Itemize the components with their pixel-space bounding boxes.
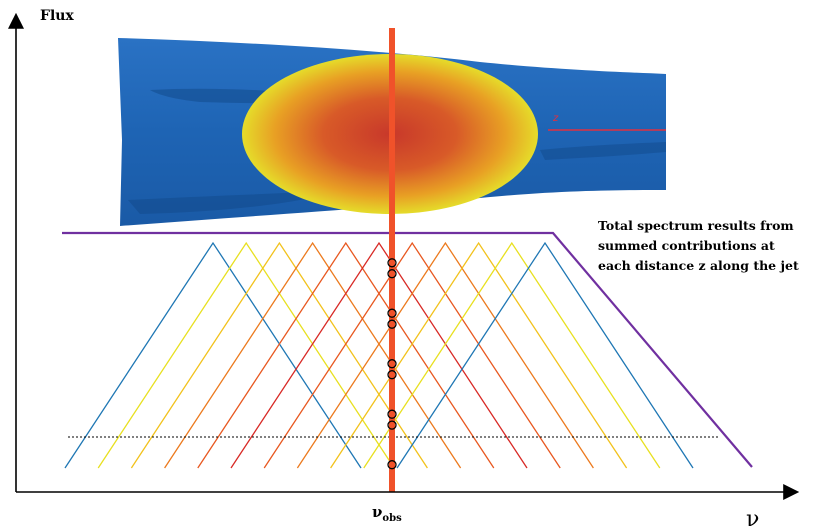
component-spectrum: [64, 241, 362, 469]
component-spectrum: [296, 241, 594, 469]
nu-obs-label: νobs: [372, 503, 402, 524]
total-spectrum-line: [62, 231, 753, 468]
annotation: Total spectrum results from summed contr…: [598, 218, 799, 273]
x-axis-label: ν: [746, 507, 759, 529]
intersection-marker: [387, 359, 397, 369]
component-spectrum: [130, 241, 428, 469]
y-axis-label: Flux: [40, 8, 74, 24]
component-spectrum: [263, 241, 561, 469]
nu-obs-subscript: obs: [382, 513, 402, 524]
intersection-markers: [387, 258, 397, 470]
intersection-marker: [387, 308, 397, 318]
intersection-marker: [387, 319, 397, 329]
intersection-marker: [387, 409, 397, 419]
intersection-marker: [387, 269, 397, 279]
component-spectrum: [197, 241, 495, 469]
jet-z-label: z: [552, 113, 559, 124]
component-spectrum: [363, 241, 661, 469]
annotation-line-3: each distance z along the jet: [598, 258, 799, 273]
axes: Flux ν: [8, 8, 800, 529]
jet-filament-lower: [128, 190, 340, 214]
component-spectrum: [330, 241, 628, 469]
component-spectrum: [164, 241, 462, 469]
component-spectra: [64, 241, 694, 469]
intersection-marker: [387, 420, 397, 430]
intersection-marker: [387, 370, 397, 380]
component-spectrum: [230, 241, 528, 469]
intersection-marker: [387, 258, 397, 268]
intersection-marker: [387, 460, 397, 470]
component-spectrum: [396, 241, 694, 469]
annotation-line-1: Total spectrum results from: [598, 218, 794, 233]
component-spectrum: [97, 241, 395, 469]
jet-filament-right: [540, 142, 666, 160]
nu-obs-base: ν: [372, 503, 382, 521]
jet-z-axis: z: [548, 113, 666, 131]
annotation-line-2: summed contributions at: [598, 238, 775, 253]
